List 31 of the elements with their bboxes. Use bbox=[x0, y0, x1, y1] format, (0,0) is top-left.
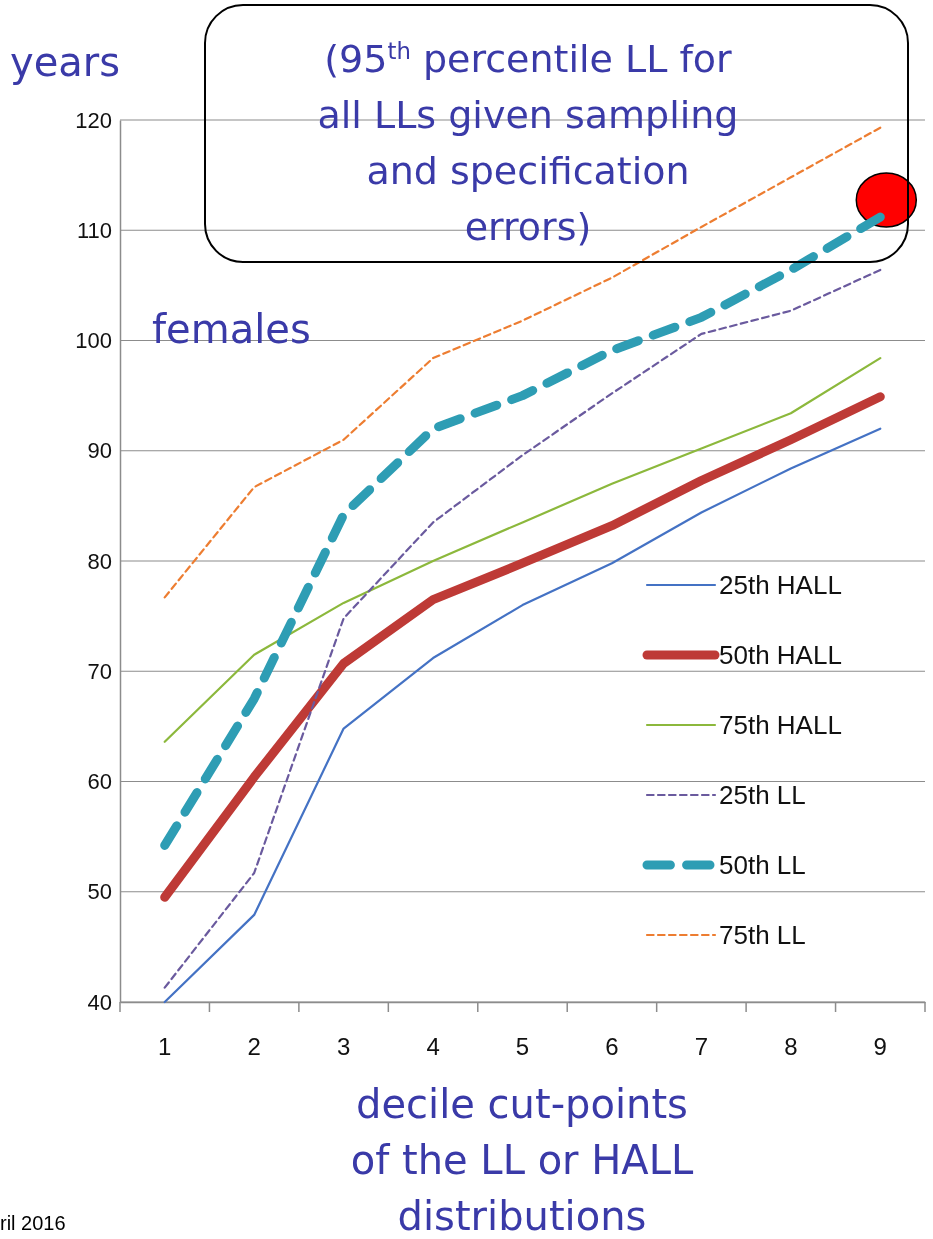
legend-label: 75th LL bbox=[719, 920, 806, 950]
x-axis-title: decile cut-points of the LL or HALL distributions bbox=[350, 1081, 694, 1239]
y-tick-label: 120 bbox=[75, 107, 112, 133]
legend-label: 25th LL bbox=[719, 780, 806, 810]
y-tick-label: 40 bbox=[87, 989, 112, 1015]
text: ril 2016 bbox=[0, 1212, 66, 1234]
y-tick-label: 80 bbox=[87, 548, 112, 574]
legend-label: 25th HALL bbox=[719, 570, 842, 600]
y-tick-label: 100 bbox=[75, 328, 112, 354]
x-tick-label: 4 bbox=[426, 1033, 440, 1061]
y-tick-label: 110 bbox=[76, 217, 112, 243]
line-series bbox=[163, 357, 882, 743]
x-tick-label: 5 bbox=[515, 1033, 530, 1061]
line-series bbox=[163, 427, 882, 1004]
x-tick-label: 6 bbox=[605, 1033, 619, 1061]
y-axis-title: years bbox=[10, 39, 121, 85]
x-tick-label: 2 bbox=[247, 1033, 261, 1061]
x-tick-label: 7 bbox=[694, 1033, 709, 1061]
x-tick-label: 1 bbox=[158, 1033, 172, 1061]
legend-label: 75th HALL bbox=[719, 710, 842, 740]
x-tick-label: 3 bbox=[336, 1033, 351, 1061]
x-tick-label: 9 bbox=[873, 1033, 887, 1061]
y-tick-label: 60 bbox=[87, 769, 112, 795]
y-tick-label: 50 bbox=[87, 879, 112, 905]
annotation: (95$^{th}$ percentile LL for all LLs given sampling and specification errors) bbox=[317, 37, 739, 249]
x-tick-label: 8 bbox=[784, 1033, 798, 1061]
y-tick-label: 70 bbox=[87, 658, 112, 684]
legend-label: 50th LL bbox=[719, 850, 806, 880]
y-tick-label: 90 bbox=[87, 438, 112, 464]
annotation: females bbox=[152, 306, 311, 352]
legend-label: 50th HALL bbox=[719, 640, 842, 670]
